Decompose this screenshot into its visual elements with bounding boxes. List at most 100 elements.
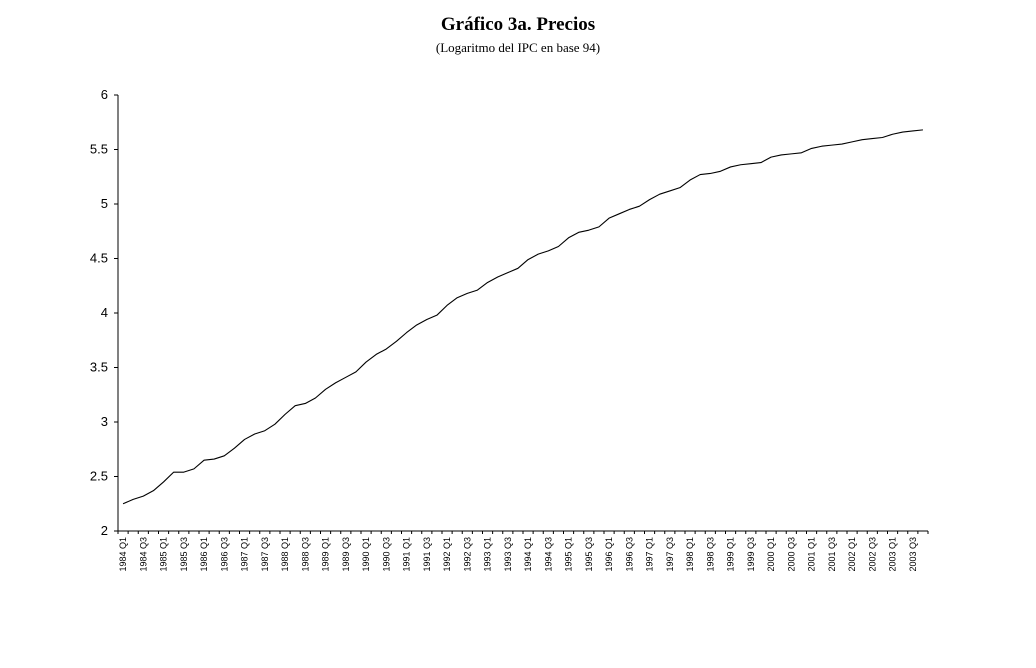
data-point [882, 137, 883, 138]
x-tick-label: 1996 Q1 [604, 537, 614, 572]
data-point [183, 472, 184, 473]
x-tick-label: 2003 Q1 [888, 537, 898, 572]
data-point [791, 153, 792, 154]
x-tick-label: 1991 Q3 [422, 537, 432, 572]
y-tick-label: 4.5 [90, 251, 108, 266]
x-tick-label: 1986 Q3 [219, 537, 229, 572]
data-point [669, 190, 670, 191]
data-point [527, 259, 528, 260]
x-tick-label: 1999 Q3 [746, 537, 756, 572]
data-point [811, 148, 812, 149]
data-point [892, 134, 893, 135]
data-point [588, 230, 589, 231]
data-point [548, 250, 549, 251]
data-point [386, 348, 387, 349]
x-tick-label: 2001 Q3 [827, 537, 837, 572]
y-tick-label: 5 [101, 196, 108, 211]
data-point [517, 268, 518, 269]
data-point [143, 496, 144, 497]
data-point [355, 371, 356, 372]
data-point [234, 448, 235, 449]
data-point [922, 129, 923, 130]
data-point [912, 130, 913, 131]
x-tick-label: 1985 Q1 [159, 537, 169, 572]
x-tick-label: 1994 Q3 [543, 537, 553, 572]
chart-title: Gráfico 3a. Precios [440, 14, 596, 35]
data-point [689, 179, 690, 180]
data-point [244, 439, 245, 440]
data-point [457, 297, 458, 298]
y-tick-label: 3.5 [90, 360, 108, 375]
data-point [710, 173, 711, 174]
x-tick-label: 1986 Q1 [199, 537, 209, 572]
data-point [750, 163, 751, 164]
data-point [781, 154, 782, 155]
data-point [426, 319, 427, 320]
data-point [224, 455, 225, 456]
y-tick-label: 2 [101, 523, 108, 538]
x-tick-label: 2000 Q1 [766, 537, 776, 572]
data-point [284, 414, 285, 415]
x-tick-label: 1992 Q1 [442, 537, 452, 572]
x-tick-label: 1996 Q3 [624, 537, 634, 572]
data-point [487, 282, 488, 283]
x-tick-label: 1989 Q1 [321, 537, 331, 572]
x-tick-label: 1999 Q1 [726, 537, 736, 572]
data-point [649, 199, 650, 200]
data-point [841, 143, 842, 144]
x-tick-label: 1990 Q1 [361, 537, 371, 572]
x-tick-label: 1988 Q3 [300, 537, 310, 572]
x-tick-label: 1998 Q1 [685, 537, 695, 572]
x-tick-label: 1994 Q1 [523, 537, 533, 572]
data-point [497, 276, 498, 277]
data-point [264, 430, 265, 431]
data-point [325, 389, 326, 390]
y-axis: 2 2.5 3 3.5 4 4.5 5 5.5 6 [90, 87, 119, 538]
series-group [122, 129, 923, 505]
y-tick-label: 5.5 [90, 142, 108, 157]
data-point [467, 293, 468, 294]
data-point [214, 458, 215, 459]
data-point [639, 206, 640, 207]
data-point [629, 209, 630, 210]
data-point [598, 226, 599, 227]
data-point [315, 397, 316, 398]
x-tick-label: 1997 Q3 [665, 537, 675, 572]
data-point [821, 146, 822, 147]
data-point [760, 162, 761, 163]
data-point [872, 138, 873, 139]
data-point [831, 145, 832, 146]
data-point [720, 171, 721, 172]
x-tick-label: 1995 Q1 [564, 537, 574, 572]
data-point [416, 324, 417, 325]
data-point [507, 272, 508, 273]
x-tick-label: 2003 Q3 [908, 537, 918, 572]
x-tick-label: 2002 Q3 [867, 537, 877, 572]
y-tick-label: 6 [101, 87, 108, 102]
data-point [173, 472, 174, 473]
data-point [619, 213, 620, 214]
x-tick-label: 2001 Q1 [807, 537, 817, 572]
data-point [396, 341, 397, 342]
data-point [254, 433, 255, 434]
x-tick-label: 1989 Q3 [341, 537, 351, 572]
x-tick-label: 1995 Q3 [584, 537, 594, 572]
data-point [203, 460, 204, 461]
x-tick-label: 1984 Q3 [138, 537, 148, 572]
data-point [679, 187, 680, 188]
data-point [295, 405, 296, 406]
data-point [406, 332, 407, 333]
data-point [902, 131, 903, 132]
data-point [376, 354, 377, 355]
x-tick-label: 2000 Q3 [786, 537, 796, 572]
data-point [163, 481, 164, 482]
x-tick-label: 1993 Q1 [483, 537, 493, 572]
data-point [122, 503, 123, 504]
x-tick-label: 1987 Q3 [260, 537, 270, 572]
y-tick-label: 4 [101, 305, 108, 320]
x-tick-label: 1998 Q3 [705, 537, 715, 572]
x-tick-label: 1987 Q1 [240, 537, 250, 572]
data-point [608, 218, 609, 219]
data-point [740, 164, 741, 165]
data-point [568, 237, 569, 238]
